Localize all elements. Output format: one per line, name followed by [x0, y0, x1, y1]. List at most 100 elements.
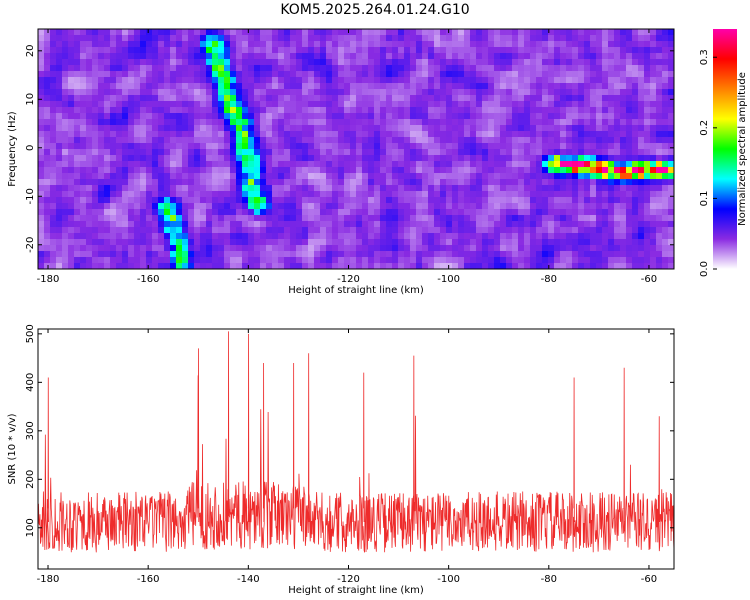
- heatmap-cell: [662, 47, 669, 54]
- heatmap-cell: [260, 71, 267, 78]
- heatmap-cell: [422, 107, 429, 114]
- heatmap-cell: [632, 221, 639, 228]
- heatmap-cell: [626, 77, 633, 84]
- heatmap-cell: [308, 65, 315, 72]
- heatmap-cell: [488, 119, 495, 126]
- heatmap-cell: [566, 59, 573, 66]
- heatmap-cell: [128, 185, 135, 192]
- heatmap-cell: [410, 113, 417, 120]
- heatmap-cell: [410, 251, 417, 258]
- heatmap-cell: [260, 233, 267, 240]
- heatmap-cell: [176, 173, 183, 180]
- heatmap-cell: [458, 47, 465, 54]
- heatmap-cell: [194, 113, 201, 120]
- colorbar-tick-label: 0.0: [699, 261, 710, 277]
- heatmap-cell: [146, 95, 153, 102]
- heatmap-cell: [560, 131, 567, 138]
- heatmap-cell: [368, 191, 375, 198]
- heatmap-cell: [632, 263, 639, 269]
- heatmap-cell: [314, 149, 321, 156]
- heatmap-cell: [506, 59, 513, 66]
- heatmap-cell: [80, 143, 87, 150]
- heatmap-cell: [434, 197, 441, 204]
- heatmap-cell: [398, 119, 405, 126]
- heatmap-cell: [308, 137, 315, 144]
- heatmap-cell: [440, 95, 447, 102]
- heatmap-cell: [572, 107, 579, 114]
- heatmap-cell: [482, 239, 489, 246]
- heatmap-cell: [536, 173, 543, 180]
- heatmap-cell: [638, 95, 645, 102]
- heatmap-cell: [290, 251, 297, 258]
- heatmap-cell: [614, 119, 621, 126]
- heatmap-cell: [134, 215, 141, 222]
- heatmap-cell: [632, 41, 639, 48]
- heatmap-cell: [332, 53, 339, 60]
- heatmap-cell: [296, 257, 303, 264]
- heatmap-cell: [554, 161, 561, 168]
- heatmap-cell: [62, 263, 69, 269]
- heatmap-cell: [410, 137, 417, 144]
- heatmap-cell: [536, 41, 543, 48]
- heatmap-cell: [554, 71, 561, 78]
- heatmap-cell: [494, 83, 501, 90]
- heatmap-cell: [632, 47, 639, 54]
- heatmap-cell: [254, 107, 261, 114]
- heatmap-cell: [380, 227, 387, 234]
- heatmap-cell: [254, 221, 261, 228]
- heatmap-cell: [158, 233, 165, 240]
- heatmap-cell: [338, 59, 345, 66]
- heatmap-cell: [386, 41, 393, 48]
- heatmap-cell: [74, 83, 81, 90]
- heatmap-cell: [92, 143, 99, 150]
- heatmap-cell: [584, 221, 591, 228]
- heatmap-cell: [398, 113, 405, 120]
- heatmap-cell: [188, 77, 195, 84]
- heatmap-cell: [374, 209, 381, 216]
- heatmap-cell: [458, 161, 465, 168]
- heatmap-cell: [104, 227, 111, 234]
- heatmap-cell: [74, 35, 81, 42]
- heatmap-cell: [230, 263, 237, 269]
- heatmap-cell: [74, 101, 81, 108]
- heatmap-cell: [332, 263, 339, 269]
- heatmap-cell: [146, 233, 153, 240]
- heatmap-cell: [122, 185, 129, 192]
- heatmap-cell: [338, 83, 345, 90]
- heatmap-cell: [650, 215, 657, 222]
- heatmap-cell: [224, 239, 231, 246]
- heatmap-cell: [356, 233, 363, 240]
- heatmap-cell: [296, 101, 303, 108]
- heatmap-cell: [182, 65, 189, 72]
- heatmap-cell: [128, 149, 135, 156]
- heatmap-cell: [416, 185, 423, 192]
- heatmap-cell: [128, 65, 135, 72]
- heatmap-cell: [632, 191, 639, 198]
- heatmap-cell: [308, 203, 315, 210]
- heatmap-cell: [80, 95, 87, 102]
- heatmap-cell: [578, 35, 585, 42]
- heatmap-cell: [236, 29, 243, 36]
- heatmap-cell: [248, 95, 255, 102]
- heatmap-cell: [374, 185, 381, 192]
- heatmap-cell: [482, 35, 489, 42]
- heatmap-cell: [152, 185, 159, 192]
- heatmap-cell: [296, 185, 303, 192]
- heatmap-cell: [638, 197, 645, 204]
- heatmap-cell: [68, 65, 75, 72]
- heatmap-cell: [224, 251, 231, 258]
- heatmap-cell: [434, 137, 441, 144]
- heatmap-cell: [596, 167, 603, 174]
- heatmap-cell: [488, 251, 495, 258]
- heatmap-cell: [116, 29, 123, 36]
- heatmap-cell: [332, 71, 339, 78]
- heatmap-cell: [290, 125, 297, 132]
- heatmap-cell: [518, 239, 525, 246]
- heatmap-cell: [644, 95, 651, 102]
- heatmap-cell: [620, 245, 627, 252]
- heatmap-cell: [554, 149, 561, 156]
- heatmap-cell: [482, 167, 489, 174]
- heatmap-cell: [566, 197, 573, 204]
- heatmap-cell: [524, 131, 531, 138]
- heatmap-cell: [548, 29, 555, 36]
